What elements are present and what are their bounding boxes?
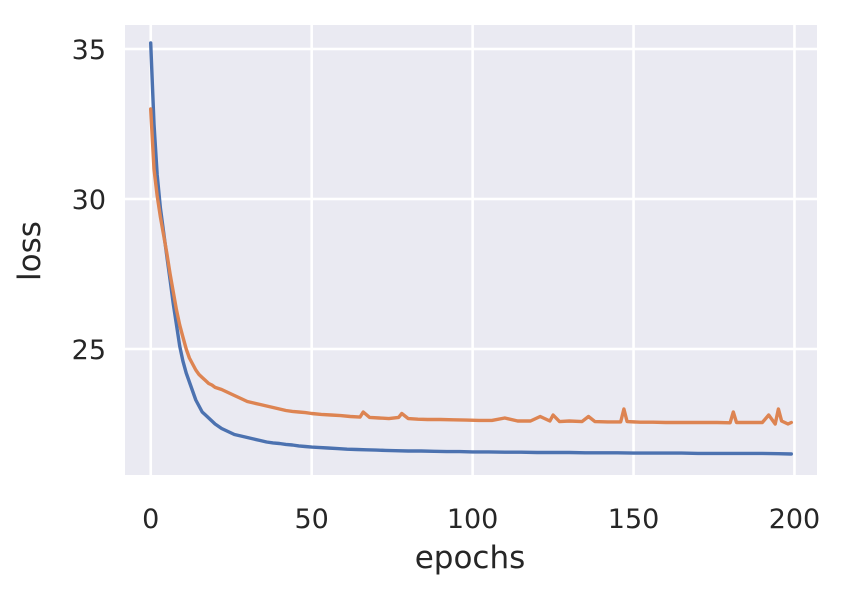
- x-tick-label: 50: [294, 504, 328, 535]
- y-axis-label: loss: [12, 221, 48, 281]
- grid-lines: [125, 25, 817, 475]
- x-tick-label: 150: [608, 504, 660, 535]
- x-tick-label: 200: [769, 504, 821, 535]
- y-tick-label: 30: [72, 185, 106, 216]
- y-tick-labels: 25 30 35: [72, 35, 106, 366]
- series-line-orange: [148, 107, 793, 426]
- series-line-blue: [148, 41, 793, 456]
- x-tick-label: 100: [447, 504, 499, 535]
- plot-area: [125, 25, 817, 475]
- y-tick-label: 25: [72, 335, 106, 366]
- series-lines: [148, 41, 793, 456]
- x-tick-labels: 0 50 100 150 200: [142, 504, 820, 535]
- x-axis-label: epochs: [415, 540, 526, 576]
- x-tick-label: 0: [142, 504, 159, 535]
- y-tick-label: 35: [72, 35, 106, 66]
